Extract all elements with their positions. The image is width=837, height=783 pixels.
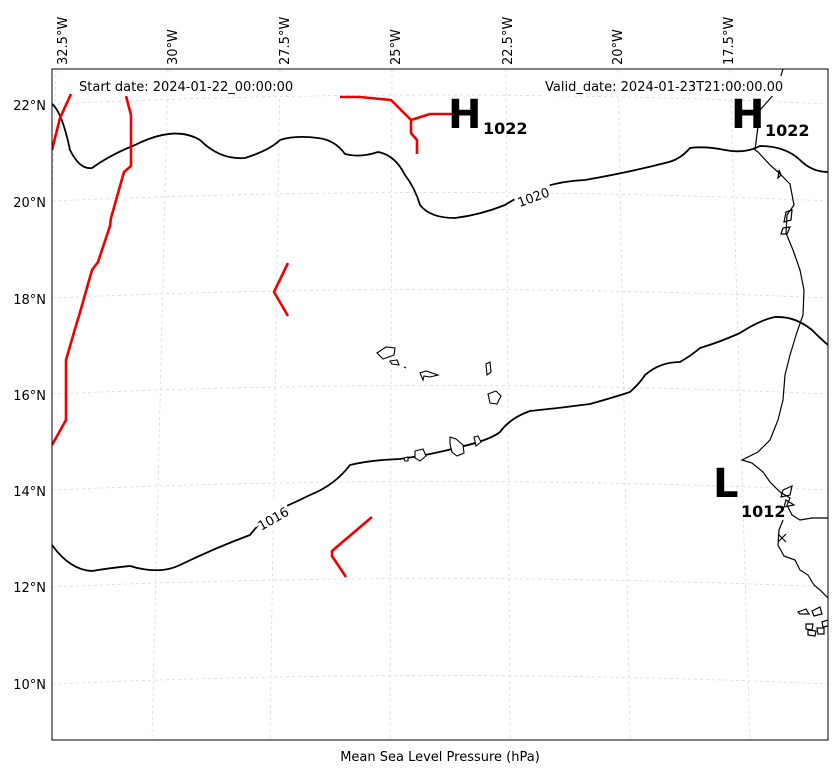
lon-label-25w: 25°W bbox=[389, 29, 404, 65]
island-maio bbox=[473, 435, 482, 447]
island-santiago bbox=[449, 436, 465, 457]
lat-label-10n: 10°N bbox=[13, 678, 46, 693]
parallel-16n bbox=[52, 385, 828, 395]
meridian-20w bbox=[617, 69, 631, 740]
coast-detail-a bbox=[780, 209, 793, 235]
map-caption: Mean Sea Level Pressure (hPa) bbox=[340, 750, 540, 765]
start-date: Start date: 2024-01-22_00:00:00 bbox=[79, 80, 293, 95]
high-symbol-2: H bbox=[731, 92, 764, 138]
graticule bbox=[52, 69, 828, 740]
valid-date: Valid_date: 2024-01-23T21:00:00.00 bbox=[545, 80, 783, 95]
lat-label-12n: 12°N bbox=[13, 581, 46, 596]
lon-label-22-5w: 22.5°W bbox=[501, 17, 516, 65]
valid-date-bg bbox=[542, 76, 804, 96]
island-fogo bbox=[414, 448, 427, 462]
front-west-long bbox=[52, 95, 133, 446]
parallel-22n bbox=[52, 94, 828, 105]
high-value-2: 1022 bbox=[765, 121, 810, 140]
high-value-1: 1022 bbox=[483, 119, 528, 138]
island-boa-vista bbox=[487, 390, 502, 405]
lat-label-22n: 22°N bbox=[13, 99, 46, 114]
fronts bbox=[52, 93, 457, 578]
coast-x-mark bbox=[777, 533, 787, 543]
parallel-10n bbox=[52, 675, 828, 685]
latitude-labels: 22°N 20°N 18°N 16°N 14°N 12°N 10°N bbox=[13, 99, 46, 693]
meridian-22-5w bbox=[505, 69, 511, 740]
map-background bbox=[52, 69, 828, 740]
pressure-centers: H 1022 H 1022 L 1012 bbox=[448, 92, 810, 521]
longitude-labels: 32.5°W 30°W 27.5°W 25°W 22.5°W 20°W 17.5… bbox=[56, 17, 737, 65]
low-value: 1012 bbox=[741, 502, 786, 521]
parallel-20n bbox=[52, 192, 828, 202]
island-santa-luzia bbox=[403, 366, 407, 369]
island-brava bbox=[403, 456, 409, 462]
front-north-branch bbox=[410, 112, 457, 122]
start-date-bg bbox=[76, 76, 312, 96]
parallel-14n bbox=[52, 481, 828, 491]
parallel-12n bbox=[52, 578, 828, 588]
lon-label-17-5w: 17.5°W bbox=[722, 17, 737, 65]
meridian-30w bbox=[151, 69, 169, 740]
island-sal bbox=[485, 361, 492, 377]
island-sao-nicolau bbox=[419, 370, 440, 382]
isobar-1022-upper bbox=[52, 103, 828, 219]
high-symbol-1: H bbox=[448, 92, 481, 138]
lon-label-27-5w: 27.5°W bbox=[278, 17, 293, 65]
island-sao-vicente bbox=[389, 359, 400, 366]
front-south bbox=[330, 516, 373, 578]
bissau-isles bbox=[796, 606, 828, 637]
parallel-18n bbox=[52, 289, 828, 299]
meridian-27-5w bbox=[269, 69, 281, 740]
lat-label-16n: 16°N bbox=[13, 389, 46, 404]
island-santo-antao bbox=[376, 346, 396, 360]
isobar-1016 bbox=[52, 316, 828, 572]
map-frame bbox=[51, 68, 829, 741]
lat-label-14n: 14°N bbox=[13, 485, 46, 500]
coast-detail-b bbox=[780, 484, 796, 508]
lat-label-20n: 20°N bbox=[13, 196, 46, 211]
cape-verde-islands bbox=[376, 346, 502, 462]
low-symbol: L bbox=[713, 461, 739, 507]
canary-island bbox=[777, 169, 782, 180]
front-west bbox=[52, 93, 73, 151]
meridian-25w bbox=[389, 69, 393, 740]
senegal-coast bbox=[777, 519, 828, 599]
meridian-17-5w bbox=[729, 69, 751, 740]
lon-label-32-5w: 32.5°W bbox=[56, 17, 71, 65]
lon-label-30w: 30°W bbox=[166, 29, 181, 65]
front-center bbox=[272, 262, 290, 317]
coastline bbox=[740, 69, 828, 637]
lon-label-20w: 20°W bbox=[611, 29, 626, 65]
lat-label-18n: 18°N bbox=[13, 293, 46, 308]
isobars bbox=[52, 103, 828, 572]
